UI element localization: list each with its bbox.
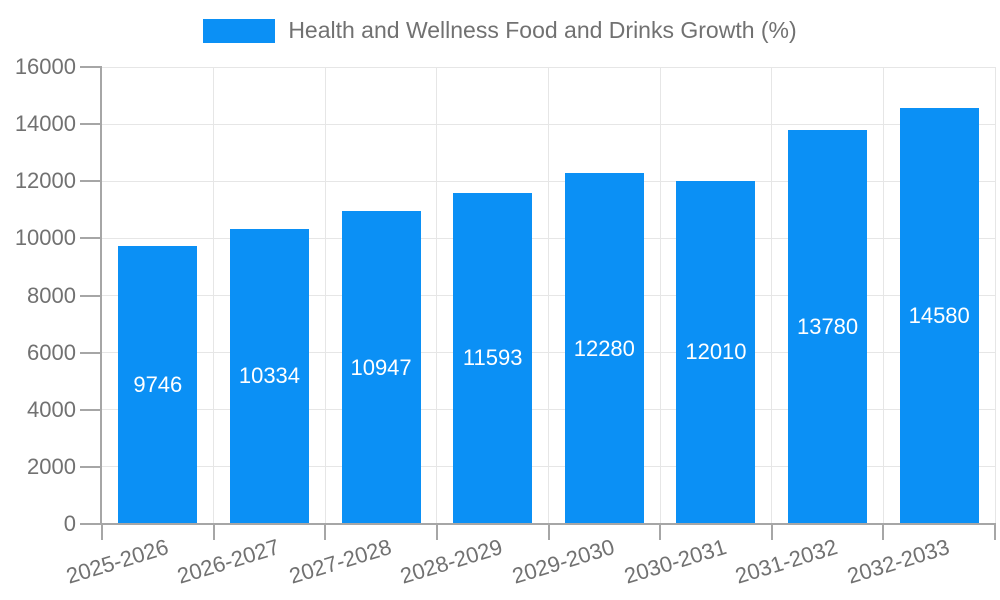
x-tick	[324, 523, 327, 540]
y-tick	[80, 465, 102, 468]
x-tick	[770, 523, 773, 540]
x-axis-label-text: 2026-2027	[174, 534, 283, 589]
y-tick	[80, 523, 102, 525]
y-tick	[80, 408, 102, 411]
y-axis-label: 2000	[27, 453, 76, 479]
bar	[676, 180, 756, 524]
x-axis-label-text: 2027-2028	[286, 534, 395, 589]
bar	[229, 228, 309, 524]
bar-value-label: 10334	[238, 363, 301, 389]
bar	[899, 107, 979, 524]
x-gridline	[436, 67, 438, 524]
y-tick	[80, 123, 102, 126]
y-axis-label: 0	[63, 511, 76, 536]
y-tick	[80, 294, 102, 297]
y-axis-label: 4000	[27, 396, 76, 422]
x-tick	[547, 523, 550, 540]
x-gridline	[213, 67, 215, 524]
bar-value-label: 14580	[908, 302, 970, 328]
x-gridline	[548, 67, 549, 524]
x-axis-label-text: 2028-2029	[397, 534, 506, 589]
x-axis-line	[102, 523, 995, 525]
y-tick	[80, 237, 102, 240]
y-axis-label: 8000	[27, 282, 76, 308]
x-gridline	[994, 67, 996, 524]
y-axis-label: 10000	[14, 225, 76, 251]
bar-value-label: 9746	[133, 371, 183, 397]
bar-value-label: 12280	[573, 335, 635, 361]
legend-label: Health and Wellness Food and Drinks Grow…	[288, 17, 797, 43]
y-tick	[80, 180, 102, 183]
x-axis-label-text: 2032-2033	[844, 534, 953, 589]
x-gridline	[882, 67, 884, 524]
y-axis-label: 16000	[14, 54, 76, 79]
x-axis-label-text: 2030-2031	[621, 534, 729, 589]
x-tick	[882, 523, 885, 540]
x-axis-label-text: 2029-2030	[509, 534, 618, 589]
x-tick	[435, 523, 438, 540]
x-axis-label-text: 2025-2026	[62, 534, 171, 589]
legend-swatch	[203, 18, 276, 43]
y-axis-label: 6000	[27, 339, 76, 365]
bar-value-label: 13780	[796, 314, 859, 340]
x-tick	[101, 523, 103, 540]
bar-value-label: 11593	[462, 345, 523, 371]
y-axis-line	[100, 67, 102, 524]
x-tick	[212, 523, 215, 540]
bar	[453, 192, 533, 524]
y-axis-label: 14000	[14, 111, 76, 137]
legend[interactable]: Health and Wellness Food and Drinks Grow…	[0, 17, 1000, 45]
bar-value-label: 10947	[350, 354, 412, 380]
bar	[564, 173, 644, 524]
x-axis-label-text: 2031-2032	[732, 534, 841, 589]
bar-value-label: 12010	[685, 339, 747, 365]
bar	[118, 245, 198, 524]
x-gridline	[659, 67, 661, 524]
y-tick	[80, 66, 102, 68]
y-axis-label: 12000	[14, 168, 76, 194]
x-tick	[659, 523, 662, 540]
bar	[788, 130, 868, 524]
bar	[341, 211, 421, 524]
x-gridline	[324, 67, 326, 524]
y-tick	[80, 351, 102, 354]
x-gridline	[771, 67, 773, 524]
x-tick	[994, 523, 996, 540]
